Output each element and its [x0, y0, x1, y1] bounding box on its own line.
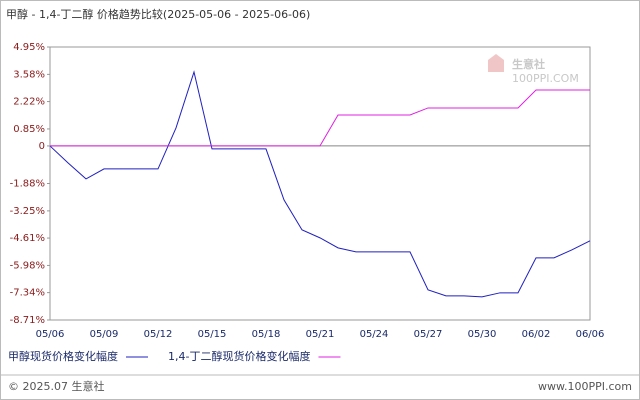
x-tick-label: 05/09 [90, 329, 119, 340]
x-tick-label: 05/21 [306, 329, 335, 340]
y-tick-label: 0.85% [13, 124, 45, 135]
watermark-text: 生意社 [512, 57, 545, 71]
x-tick-label: 06/02 [522, 329, 551, 340]
x-tick-label: 05/27 [414, 329, 443, 340]
series-line [49, 70, 591, 298]
x-tick-label: 05/24 [360, 329, 389, 340]
legend-label: 甲醇现货价格变化幅度 [8, 349, 118, 363]
y-tick-label: -3.25% [10, 206, 45, 217]
chart-title: 甲醇 - 1,4-丁二醇 价格趋势比较(2025-05-06 - 2025-06… [6, 7, 310, 21]
y-tick-label: -8.71% [10, 315, 45, 326]
x-tick-label: 05/15 [198, 329, 227, 340]
x-tick-label: 06/06 [576, 329, 605, 340]
legend-label: 1,4-丁二醇现货价格变化幅度 [168, 349, 310, 363]
y-tick-label: -4.61% [10, 233, 45, 244]
x-tick-label: 05/12 [144, 329, 173, 340]
y-tick-label: 2.22% [13, 97, 45, 108]
series-line [50, 89, 590, 147]
y-tick-label: 4.95% [13, 42, 45, 53]
watermark-url: 100PPI.COM [512, 72, 579, 85]
y-tick-label: -5.98% [10, 260, 45, 271]
y-tick-label: -7.34% [10, 288, 45, 299]
y-tick-label: -1.88% [10, 179, 45, 190]
watermark-icon [488, 54, 504, 72]
y-tick-label: 0 [39, 141, 45, 152]
x-tick-label: 05/30 [468, 329, 497, 340]
x-tick-label: 05/18 [252, 329, 281, 340]
x-tick-label: 05/06 [36, 329, 65, 340]
footer-site: www.100PPI.com [538, 380, 632, 393]
watermark: 生意社 100PPI.COM [488, 54, 579, 85]
footer-copyright: © 2025.07 生意社 [8, 379, 104, 393]
y-tick-label: 3.58% [13, 69, 45, 80]
